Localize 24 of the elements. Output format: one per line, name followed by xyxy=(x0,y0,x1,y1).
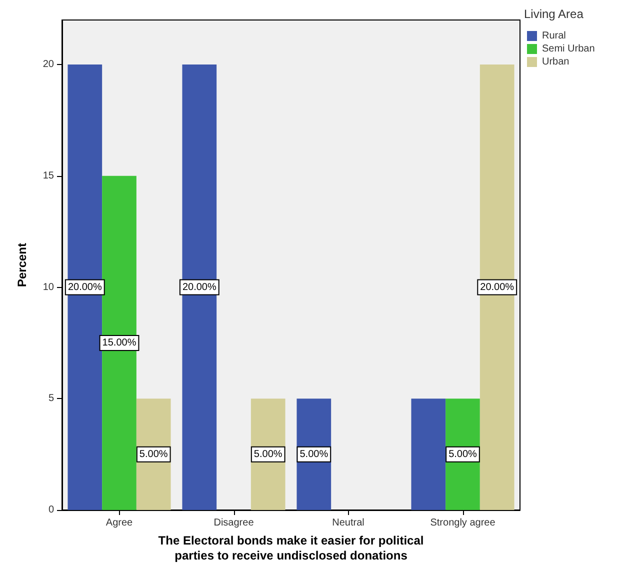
x-tick-label: Agree xyxy=(106,518,134,528)
y-tick-label: 15 xyxy=(42,170,54,182)
y-tick-label: 0 xyxy=(48,504,54,516)
bar xyxy=(411,398,446,510)
y-tick-label: 5 xyxy=(48,393,54,404)
legend-title: Living Area xyxy=(524,7,584,21)
data-label: 5.00% xyxy=(300,448,328,460)
x-axis-title: The Electoral bonds make it easier for political parties to receive undisclosed donations xyxy=(158,533,424,562)
y-tick-label: 20 xyxy=(42,59,54,70)
data-label: 15.00% xyxy=(102,337,136,348)
legend-label: Semi Urban xyxy=(542,44,595,54)
data-label: 20.00% xyxy=(182,282,216,293)
data-label: 5.00% xyxy=(139,448,168,460)
x-tick-label: Neutral xyxy=(332,518,364,528)
y-tick-label: 10 xyxy=(42,282,54,293)
data-label: 20.00% xyxy=(480,282,514,293)
x-tick-label: Disagree xyxy=(214,518,254,528)
legend-label: Urban xyxy=(542,56,570,68)
data-label: 20.00% xyxy=(68,282,102,293)
x-tick-label: Strongly agree xyxy=(430,518,496,528)
data-label: 5.00% xyxy=(448,448,478,460)
legend-label: Rural xyxy=(542,30,566,42)
y-axis-title: Percent xyxy=(15,242,29,288)
data-label: 5.00% xyxy=(254,448,282,460)
